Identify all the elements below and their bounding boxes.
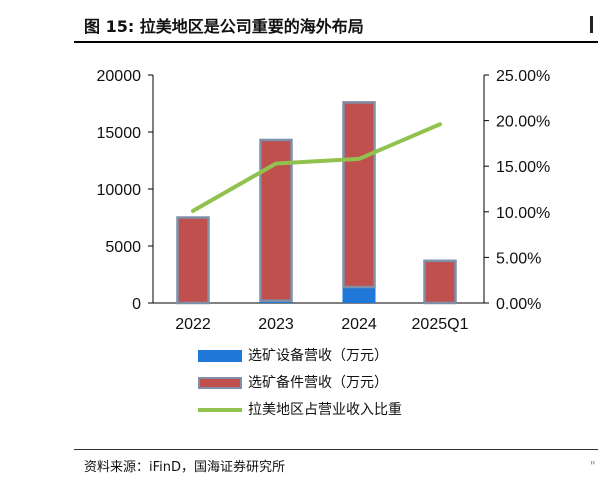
right-tick-label: 25.00% bbox=[496, 68, 550, 85]
left-tick-label: 5000 bbox=[105, 239, 141, 256]
ratio-line-group bbox=[191, 122, 442, 213]
ratio-point bbox=[192, 210, 194, 212]
x-axis: 2022 2023 2024 2025Q1 bbox=[153, 302, 484, 333]
right-tick-label: 5.00% bbox=[496, 250, 541, 267]
right-tick-label: 15.00% bbox=[496, 159, 550, 176]
legend-label-spare-parts: 选矿备件营收（万元） bbox=[248, 375, 388, 391]
ratio-point bbox=[275, 162, 277, 164]
header-rule bbox=[74, 41, 598, 43]
right-tick-label: 20.00% bbox=[496, 114, 550, 131]
bar-spare-parts bbox=[259, 138, 293, 302]
legend-swatch-spare-parts bbox=[198, 377, 242, 389]
left-y-axis: 0 5000 10000 15000 20000 bbox=[97, 68, 154, 313]
legend-swatch-ratio bbox=[198, 408, 242, 412]
source-note: 资料来源：iFinD，国海证券研究所 bbox=[84, 460, 286, 475]
right-y-axis: 0.00% 5.00% 10.00% 15.00% 20.00% 25.00% bbox=[483, 68, 550, 313]
left-tick-label: 20000 bbox=[97, 68, 142, 85]
bar-spare-parts bbox=[342, 101, 376, 289]
footer-right-mark: " bbox=[590, 459, 596, 471]
ratio-point bbox=[439, 123, 441, 125]
legend-swatch-equipment bbox=[198, 350, 242, 362]
bars-group bbox=[176, 101, 457, 305]
legend-label-ratio: 拉美地区占营业收入比重 bbox=[248, 402, 402, 418]
header-right-mark bbox=[590, 16, 593, 33]
legend-label-equipment: 选矿设备营收（万元） bbox=[248, 348, 388, 364]
ratio-line bbox=[191, 122, 442, 213]
left-tick-label: 15000 bbox=[97, 125, 142, 142]
x-tick-label: 2023 bbox=[258, 316, 294, 333]
figure-title: 图 15: 拉美地区是公司重要的海外布局 bbox=[84, 17, 364, 36]
left-tick-label: 0 bbox=[132, 296, 141, 313]
bar-spare-parts bbox=[176, 216, 210, 305]
figure-header: 图 15: 拉美地区是公司重要的海外布局 bbox=[0, 0, 598, 43]
x-tick-label: 2022 bbox=[175, 316, 211, 333]
x-tick-label: 2025Q1 bbox=[412, 316, 469, 333]
bar-equipment bbox=[342, 287, 376, 303]
x-tick-label: 2024 bbox=[341, 316, 377, 333]
right-tick-label: 10.00% bbox=[496, 205, 550, 222]
bar-spare-parts bbox=[423, 259, 457, 305]
footer-rule bbox=[74, 449, 598, 450]
ratio-point bbox=[358, 158, 360, 160]
right-tick-label: 0.00% bbox=[496, 296, 541, 313]
left-tick-label: 10000 bbox=[97, 182, 142, 199]
